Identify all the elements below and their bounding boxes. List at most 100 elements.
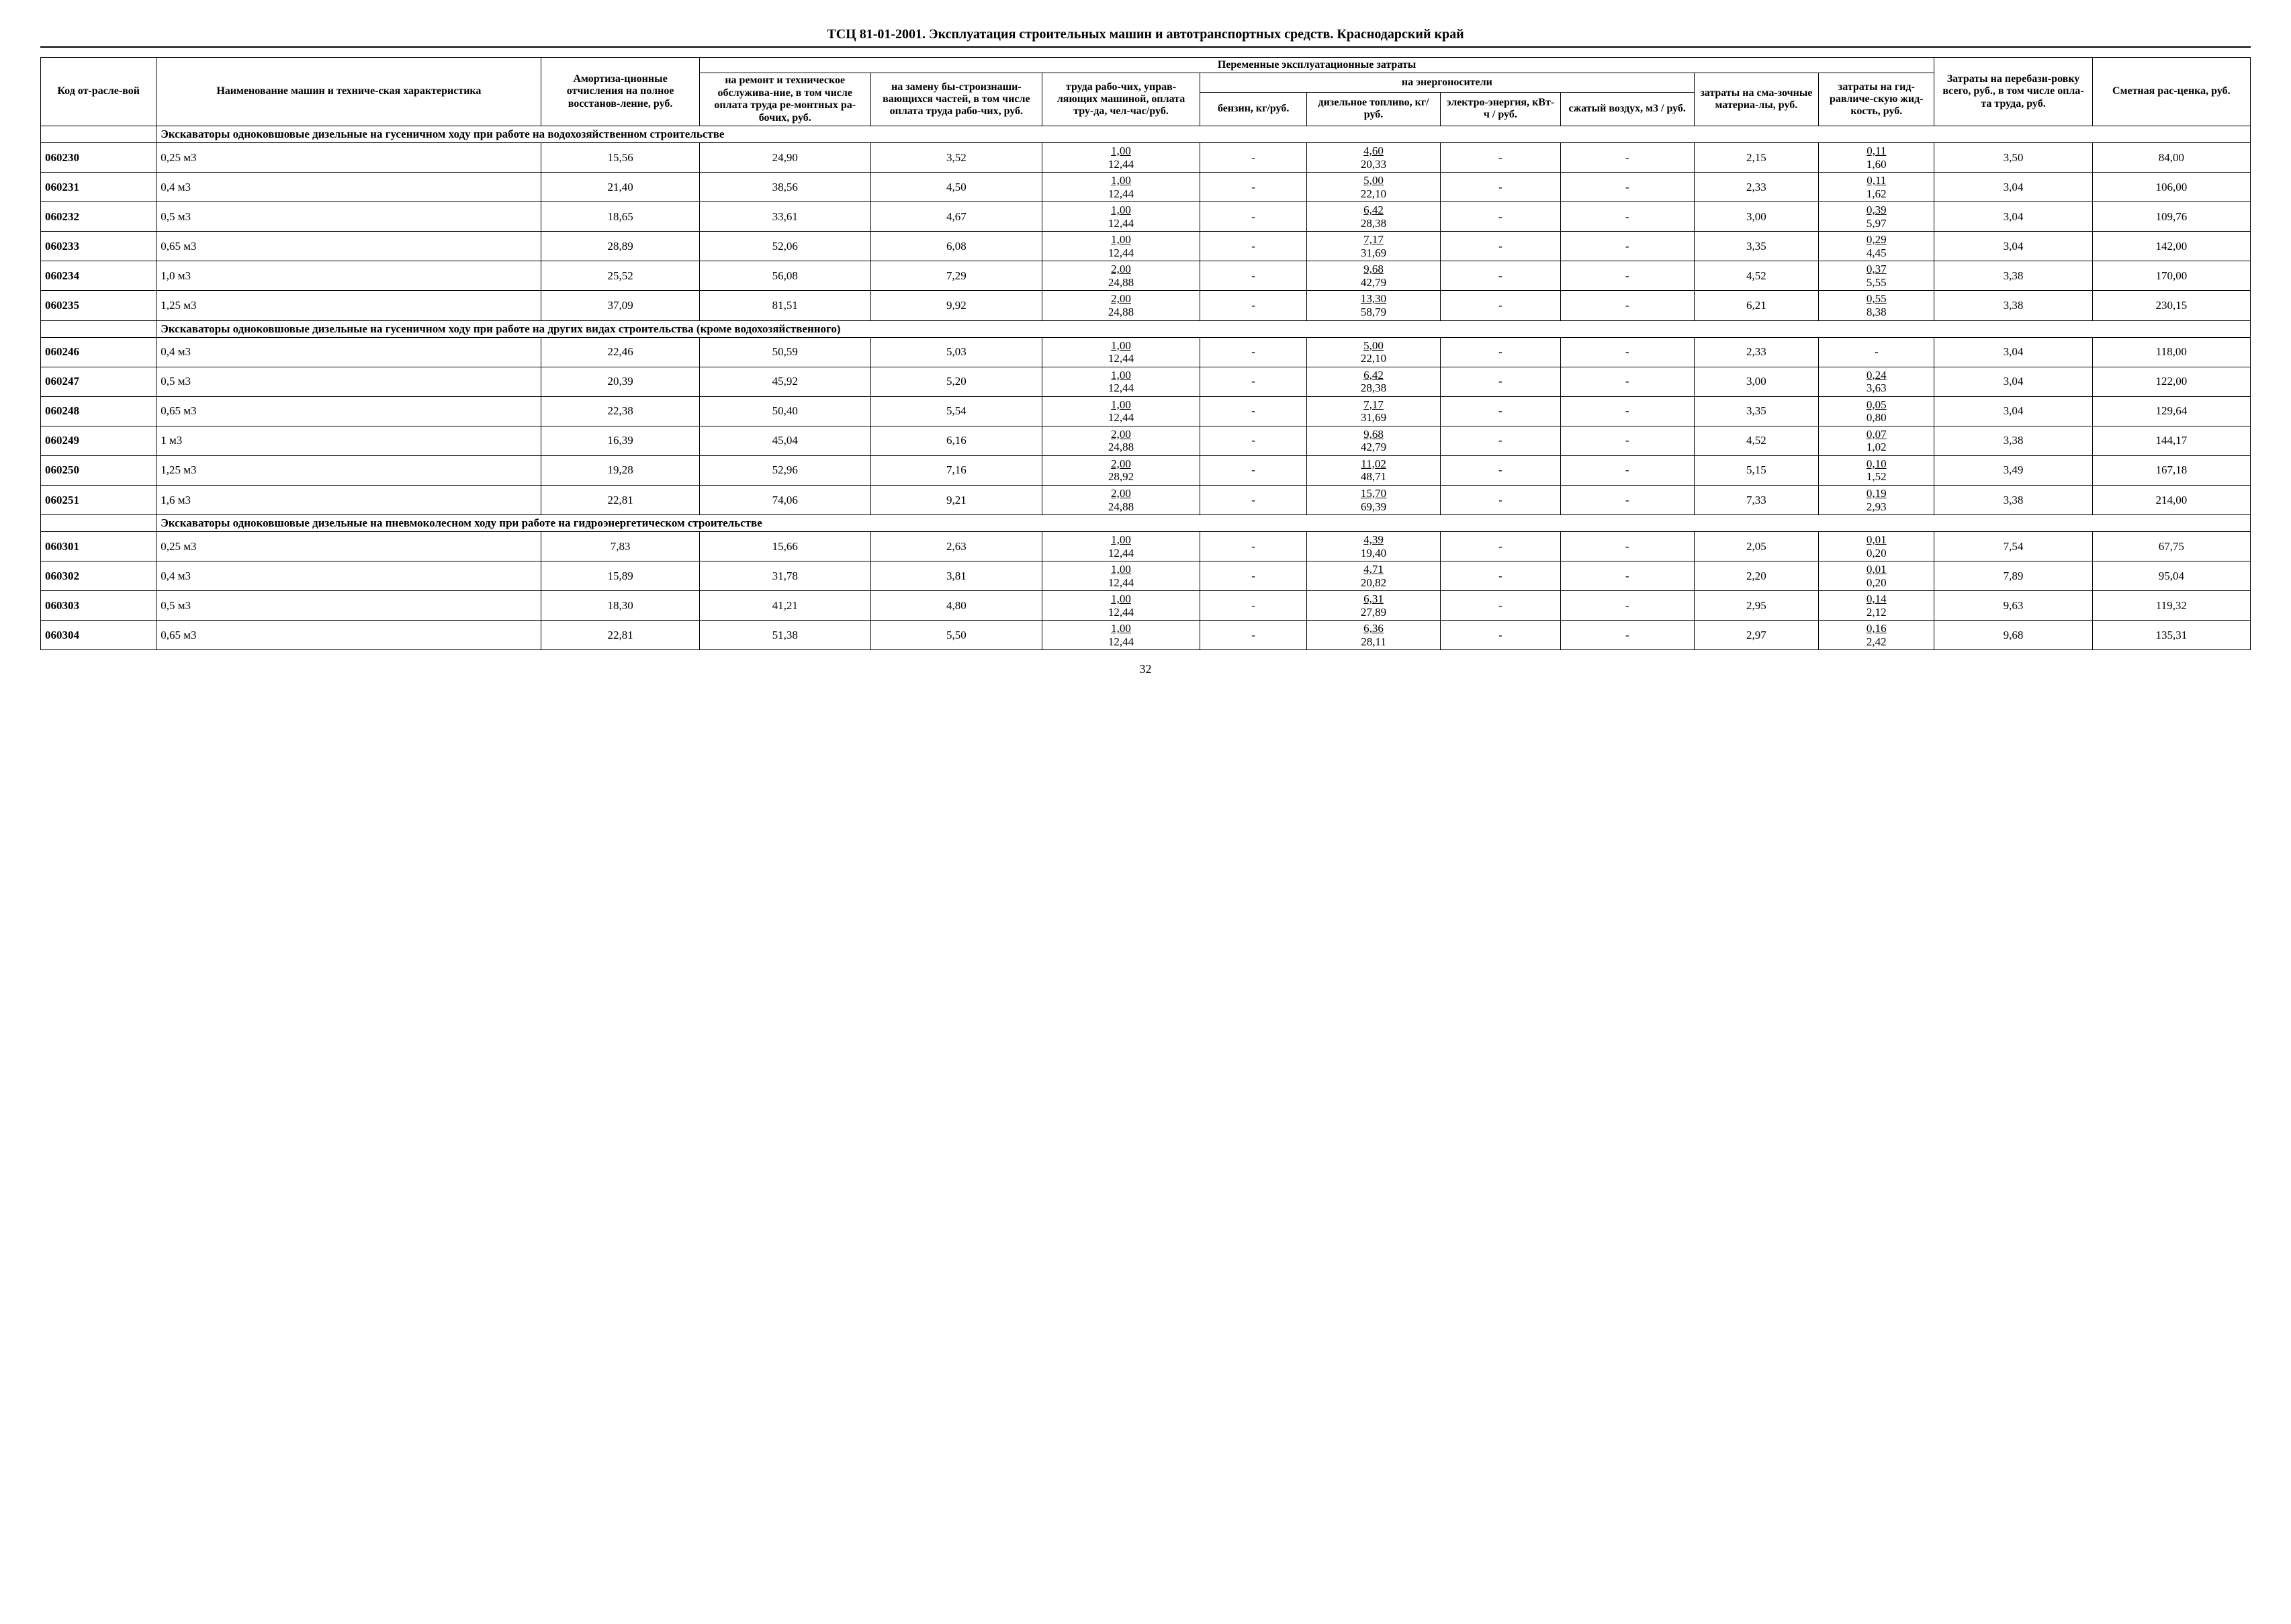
cell: 119,32 xyxy=(2092,591,2250,621)
cell: - xyxy=(1200,232,1307,261)
cell: - xyxy=(1440,202,1560,232)
cell: 0,294,45 xyxy=(1819,232,1934,261)
cell: - xyxy=(1440,396,1560,426)
cell: 060233 xyxy=(41,232,156,261)
cell: 7,1731,69 xyxy=(1307,396,1441,426)
cell: 0,5 м3 xyxy=(156,591,541,621)
cell: - xyxy=(1200,337,1307,367)
cell: 3,38 xyxy=(1934,485,2092,514)
table-row: 0602330,65 м328,8952,066,081,0012,44-7,1… xyxy=(41,232,2251,261)
section-title: Экскаваторы одноковшовые дизельные на гу… xyxy=(156,320,2251,337)
col-dizel: дизельное топливо, кг/руб. xyxy=(1307,92,1441,126)
cell: 3,04 xyxy=(1934,232,2092,261)
cell: 0,25 м3 xyxy=(156,532,541,561)
table-row: 0602501,25 м319,2852,967,162,0028,92-11,… xyxy=(41,455,2251,485)
cell: - xyxy=(1560,261,1694,291)
table-row: 0602511,6 м322,8174,069,212,0024,88-15,7… xyxy=(41,485,2251,514)
cell: 4,67 xyxy=(870,202,1042,232)
cell: 2,0024,88 xyxy=(1042,426,1200,455)
cell: 28,89 xyxy=(541,232,699,261)
cell: 50,59 xyxy=(699,337,870,367)
cell: 230,15 xyxy=(2092,291,2250,320)
cell: 3,38 xyxy=(1934,291,2092,320)
cell: 7,54 xyxy=(1934,532,2092,561)
table-row: 0602351,25 м337,0981,519,922,0024,88-13,… xyxy=(41,291,2251,320)
cell: 1,0012,44 xyxy=(1042,561,1200,591)
cell: 1,0012,44 xyxy=(1042,367,1200,396)
cell: 0,192,93 xyxy=(1819,485,1934,514)
cell: 5,0022,10 xyxy=(1307,173,1441,202)
cell: 15,56 xyxy=(541,142,699,172)
cell: 144,17 xyxy=(2092,426,2250,455)
cell: 9,21 xyxy=(870,485,1042,514)
cell: 9,92 xyxy=(870,291,1042,320)
cell: 060247 xyxy=(41,367,156,396)
cell: 31,78 xyxy=(699,561,870,591)
cell: 060304 xyxy=(41,621,156,650)
col-energo: на энергоносители xyxy=(1200,73,1694,92)
cell: 3,81 xyxy=(870,561,1042,591)
cell: 3,04 xyxy=(1934,337,2092,367)
cell: 060301 xyxy=(41,532,156,561)
cell: 0,111,62 xyxy=(1819,173,1934,202)
cell: 1,0012,44 xyxy=(1042,202,1200,232)
cell: 67,75 xyxy=(2092,532,2250,561)
col-pereb: Затраты на перебази-ровку всего, руб., в… xyxy=(1934,58,2092,126)
cell: 4,3919,40 xyxy=(1307,532,1441,561)
cell: 6,4228,38 xyxy=(1307,202,1441,232)
cell: 060302 xyxy=(41,561,156,591)
cell: 52,06 xyxy=(699,232,870,261)
cell: 7,89 xyxy=(1934,561,2092,591)
cell: 5,0022,10 xyxy=(1307,337,1441,367)
cell: 24,90 xyxy=(699,142,870,172)
cell: - xyxy=(1200,455,1307,485)
cell: - xyxy=(1440,455,1560,485)
table-row: 0602300,25 м315,5624,903,521,0012,44-4,6… xyxy=(41,142,2251,172)
col-zamena: на замену бы-строизнаши-вающихся частей,… xyxy=(870,73,1042,126)
cell: 20,39 xyxy=(541,367,699,396)
table-row: 0602470,5 м320,3945,925,201,0012,44-6,42… xyxy=(41,367,2251,396)
cell: 7,83 xyxy=(541,532,699,561)
cell: 15,7069,39 xyxy=(1307,485,1441,514)
cell: 2,63 xyxy=(870,532,1042,561)
cell: - xyxy=(1440,485,1560,514)
cell: 1,0012,44 xyxy=(1042,396,1200,426)
cell: - xyxy=(1560,591,1694,621)
cell: 0,243,63 xyxy=(1819,367,1934,396)
cell: - xyxy=(1200,173,1307,202)
cell: 1,0012,44 xyxy=(1042,532,1200,561)
table-row: 0602341,0 м325,5256,087,292,0024,88-9,68… xyxy=(41,261,2251,291)
table-head: Код от-расле-вой Наименование машин и те… xyxy=(41,58,2251,126)
cell: - xyxy=(1560,202,1694,232)
cell: 2,20 xyxy=(1694,561,1819,591)
cell: 15,66 xyxy=(699,532,870,561)
cell: 33,61 xyxy=(699,202,870,232)
cell: 84,00 xyxy=(2092,142,2250,172)
cell: 5,03 xyxy=(870,337,1042,367)
cell: 22,46 xyxy=(541,337,699,367)
cell: 129,64 xyxy=(2092,396,2250,426)
cell: 060235 xyxy=(41,291,156,320)
cell: 3,04 xyxy=(1934,173,2092,202)
cell: - xyxy=(1200,485,1307,514)
cell: - xyxy=(1560,232,1694,261)
cell: - xyxy=(1440,426,1560,455)
cell: 1,0012,44 xyxy=(1042,621,1200,650)
cell: 22,81 xyxy=(541,485,699,514)
cell: 41,21 xyxy=(699,591,870,621)
cell: 4,52 xyxy=(1694,426,1819,455)
cell: 9,63 xyxy=(1934,591,2092,621)
cell: 4,7120,82 xyxy=(1307,561,1441,591)
cell: 0,65 м3 xyxy=(156,232,541,261)
cell: 3,04 xyxy=(1934,202,2092,232)
cell: - xyxy=(1560,532,1694,561)
cell: 45,92 xyxy=(699,367,870,396)
cell: - xyxy=(1200,621,1307,650)
cell: 9,68 xyxy=(1934,621,2092,650)
table-row: 0602491 м316,3945,046,162,0024,88-9,6842… xyxy=(41,426,2251,455)
section-code-cell xyxy=(41,515,156,532)
cell: 7,29 xyxy=(870,261,1042,291)
cell: 37,09 xyxy=(541,291,699,320)
cell: 6,3127,89 xyxy=(1307,591,1441,621)
cell: - xyxy=(1200,561,1307,591)
